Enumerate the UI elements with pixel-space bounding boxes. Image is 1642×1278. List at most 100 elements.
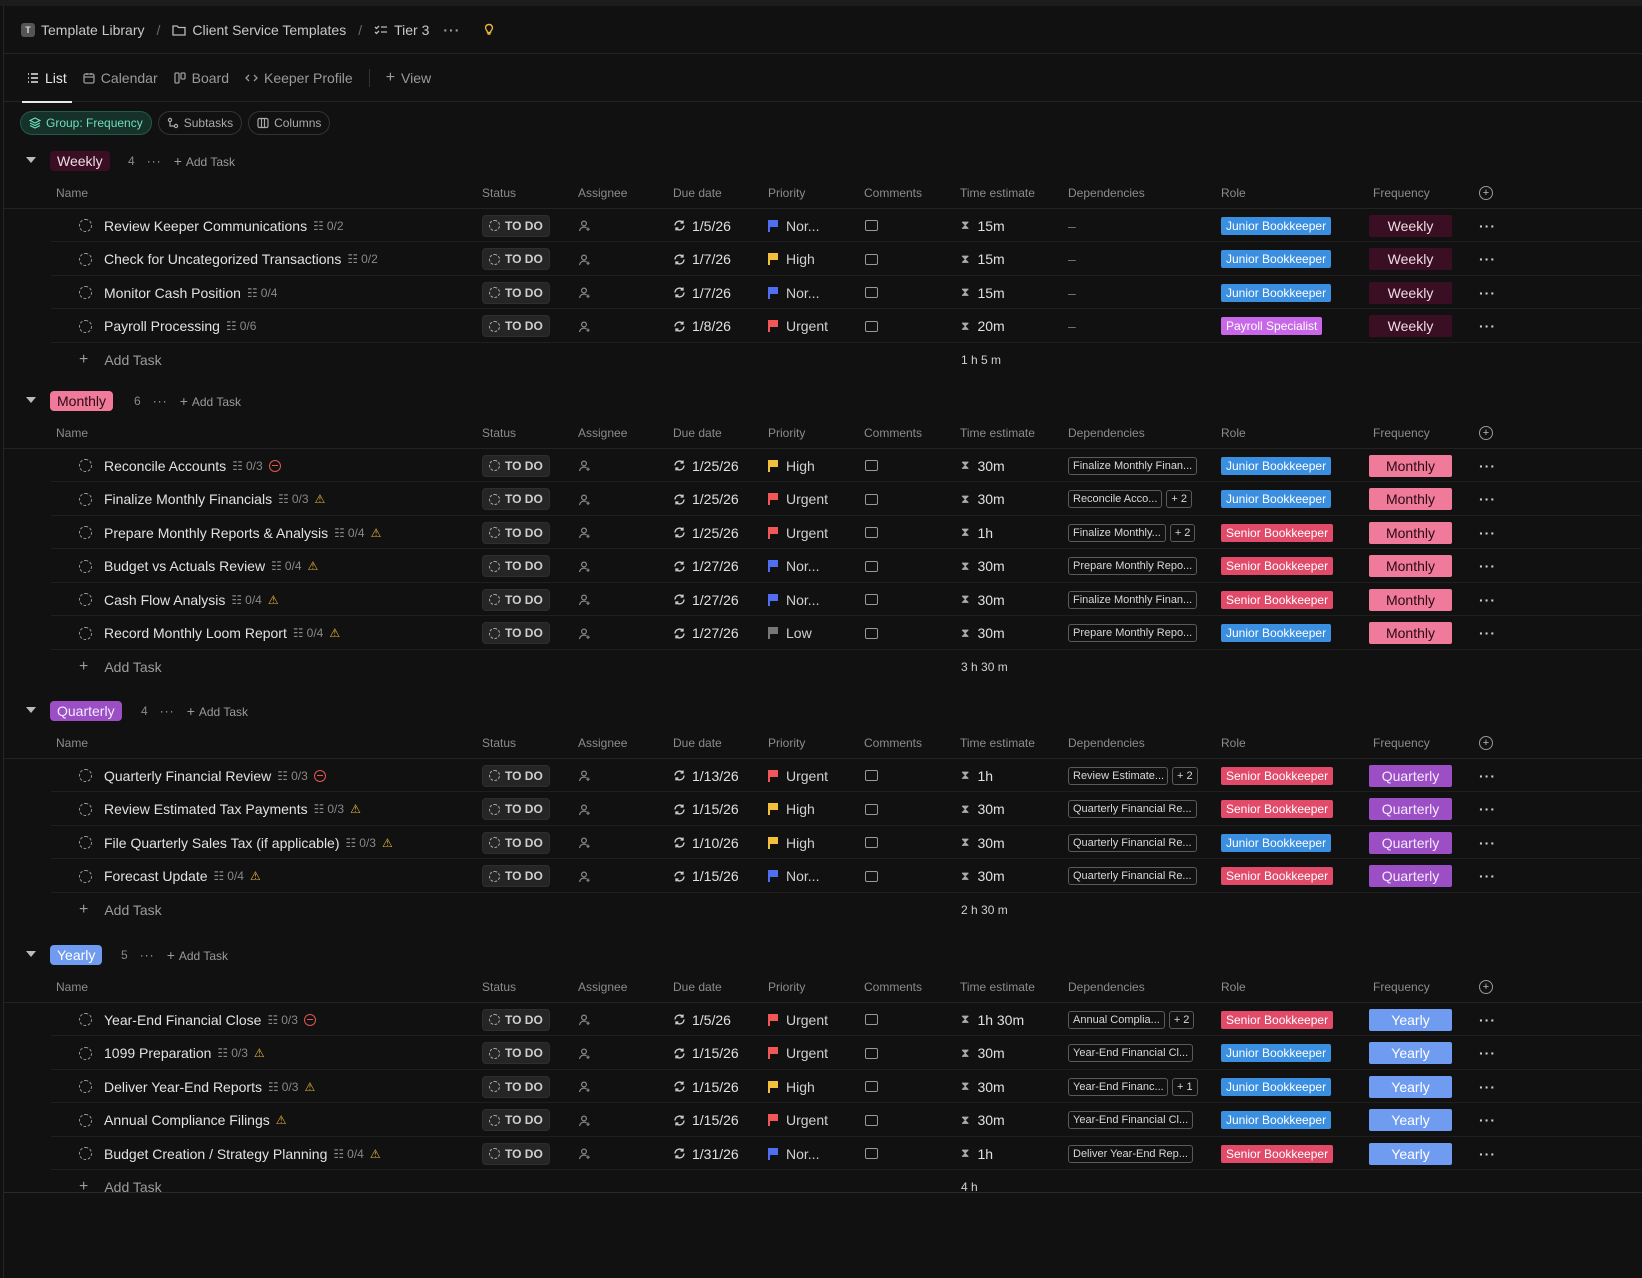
subtask-count[interactable]: ☷ 0/4 (231, 593, 261, 607)
row-more-button[interactable]: ··· (1479, 801, 1496, 817)
frequency-cell[interactable]: Yearly (1369, 1003, 1452, 1036)
frequency-cell[interactable]: Monthly (1369, 617, 1452, 650)
task-name-cell[interactable]: Finalize Monthly Financials ☷ 0/3 ⚠ (104, 483, 325, 516)
status-cell[interactable]: TO DO (482, 759, 550, 792)
breadcrumb-list[interactable]: Tier 3 (374, 22, 429, 38)
dependency-chip[interactable]: Deliver Year-End Rep... (1068, 1144, 1193, 1163)
dependencies-cell[interactable]: Quarterly Financial Re... (1068, 793, 1197, 826)
status-cell[interactable]: TO DO (482, 1037, 550, 1070)
subtask-count[interactable]: ☷ 0/4 (271, 559, 301, 573)
subtask-count[interactable]: ☷ 0/3 (267, 1013, 297, 1027)
task-name-cell[interactable]: 1099 Preparation ☷ 0/3 ⚠ (104, 1037, 265, 1070)
comments-cell[interactable] (865, 1104, 878, 1137)
dependencies-cell[interactable]: Finalize Monthly Finan... (1068, 583, 1198, 616)
tab-keeper-profile[interactable]: Keeper Profile (237, 54, 361, 102)
task-name-cell[interactable]: Quarterly Financial Review ☷ 0/3 (104, 759, 326, 792)
column-header-dependencies[interactable]: Dependencies (1068, 736, 1145, 750)
status-cell[interactable]: TO DO (482, 310, 550, 343)
role-badge[interactable]: Senior Bookkeeper (1221, 1010, 1334, 1029)
dependency-chip[interactable]: Reconcile Acco... (1068, 490, 1163, 508)
time-estimate-cell[interactable]: ⧗ 30m (961, 860, 1005, 893)
priority-cell[interactable]: Urgent (768, 1104, 828, 1137)
priority-cell[interactable]: Urgent (768, 1003, 828, 1036)
role-cell[interactable]: Junior Bookkeeper (1221, 209, 1332, 242)
role-cell[interactable]: Junior Bookkeeper (1221, 1070, 1332, 1103)
dependencies-cell[interactable]: Reconcile Acco... + 2 (1068, 483, 1192, 516)
due-date-cell[interactable]: 1/15/26 (673, 860, 739, 893)
task-status-toggle[interactable] (79, 449, 93, 482)
status-badge[interactable]: TO DO (482, 281, 550, 304)
task-name-cell[interactable]: Review Keeper Communications ☷ 0/2 (104, 209, 344, 242)
status-cell[interactable]: TO DO (482, 243, 550, 276)
assignee-cell[interactable] (578, 310, 591, 343)
subtask-count[interactable]: ☷ 0/2 (347, 252, 377, 266)
time-estimate-cell[interactable]: ⧗ 15m (961, 209, 1005, 242)
frequency-cell[interactable]: Monthly (1369, 516, 1452, 549)
task-status-toggle[interactable] (79, 1003, 93, 1036)
group-label[interactable]: Quarterly (50, 701, 122, 721)
task-row[interactable]: Cash Flow Analysis ☷ 0/4 ⚠ TO DO 1/27/26 Nor..… (51, 583, 1641, 616)
task-name[interactable]: Review Keeper Communications (104, 217, 308, 234)
task-name[interactable]: Record Monthly Loom Report (104, 625, 287, 641)
dependencies-cell[interactable]: – (1068, 310, 1076, 343)
column-header-dependencies[interactable]: Dependencies (1068, 186, 1145, 200)
comments-cell[interactable] (865, 449, 878, 482)
comments-cell[interactable] (865, 483, 878, 516)
row-more-button[interactable]: ··· (1479, 217, 1496, 234)
assignee-cell[interactable] (578, 243, 591, 276)
column-header-frequency[interactable]: Frequency (1373, 186, 1430, 200)
frequency-cell[interactable]: Quarterly (1369, 860, 1452, 893)
task-row[interactable]: Quarterly Financial Review ☷ 0/3 TO DO 1/13/… (51, 759, 1641, 792)
due-date-cell[interactable]: 1/27/26 (673, 550, 739, 583)
status-badge[interactable]: TO DO (482, 865, 550, 887)
group-by-frequency-chip[interactable]: Group: Frequency (20, 111, 152, 135)
row-more-button[interactable]: ··· (1479, 1112, 1496, 1128)
frequency-badge[interactable]: Weekly (1369, 315, 1452, 337)
add-column-icon[interactable]: + (1479, 426, 1493, 440)
assignee-cell[interactable] (578, 209, 591, 242)
priority-cell[interactable]: High (768, 243, 815, 276)
frequency-badge[interactable]: Yearly (1369, 1008, 1452, 1031)
dependencies-cell[interactable]: Deliver Year-End Rep... (1068, 1137, 1193, 1170)
assignee-cell[interactable] (578, 793, 591, 826)
frequency-badge[interactable]: Monthly (1369, 622, 1452, 644)
status-cell[interactable]: TO DO (482, 550, 550, 583)
priority-cell[interactable]: High (768, 793, 815, 826)
frequency-cell[interactable]: Weekly (1369, 243, 1452, 276)
task-status-toggle[interactable] (79, 617, 93, 650)
row-more-button[interactable]: ··· (1479, 284, 1496, 301)
group-add-task-button[interactable]: + Add Task (180, 393, 241, 409)
status-badge[interactable]: TO DO (482, 831, 550, 854)
subtask-count[interactable]: ☷ 0/4 (334, 526, 364, 540)
due-date-cell[interactable]: 1/27/26 (673, 583, 739, 616)
column-header-comments[interactable]: Comments (864, 980, 923, 994)
group-more-icon[interactable]: ··· (139, 948, 155, 962)
dependencies-cell[interactable]: Year-End Financial Cl... (1068, 1037, 1194, 1070)
time-estimate-cell[interactable]: ⧗ 1h 30m (961, 1003, 1024, 1036)
frequency-cell[interactable]: Yearly (1369, 1070, 1452, 1103)
task-row[interactable]: Finalize Monthly Financials ☷ 0/3 ⚠ TO DO 1/2… (51, 483, 1641, 516)
role-badge[interactable]: Payroll Specialist (1221, 317, 1323, 335)
frequency-badge[interactable]: Quarterly (1369, 831, 1452, 854)
comments-cell[interactable] (865, 310, 878, 343)
tab-list[interactable]: List (19, 54, 75, 103)
assignee-cell[interactable] (578, 516, 591, 549)
subtask-count[interactable]: ☷ 0/3 (217, 1046, 247, 1060)
assignee-cell[interactable] (578, 860, 591, 893)
dependency-more-badge[interactable]: + 2 (1168, 1010, 1195, 1029)
subtask-count[interactable]: ☷ 0/3 (314, 802, 344, 816)
group-add-task-button[interactable]: + Add Task (167, 947, 228, 963)
add-task-row[interactable]: + Add Task 3 h 30 m (51, 650, 1641, 683)
task-name[interactable]: Budget Creation / Strategy Planning (104, 1145, 328, 1162)
priority-cell[interactable]: Urgent (768, 759, 828, 792)
group-label[interactable]: Monthly (50, 391, 114, 411)
add-task-row[interactable]: + Add Task 2 h 30 m (51, 893, 1641, 926)
row-more-button[interactable]: ··· (1479, 1011, 1496, 1028)
task-name-cell[interactable]: Cash Flow Analysis ☷ 0/4 ⚠ (104, 583, 279, 616)
add-task-row[interactable]: + Add Task 4 h (51, 1171, 1641, 1204)
task-name[interactable]: Annual Compliance Filings (104, 1112, 270, 1128)
task-status-toggle[interactable] (79, 550, 93, 583)
column-header-due-date[interactable]: Due date (673, 980, 722, 994)
frequency-cell[interactable]: Quarterly (1369, 793, 1452, 826)
assignee-cell[interactable] (578, 617, 591, 650)
